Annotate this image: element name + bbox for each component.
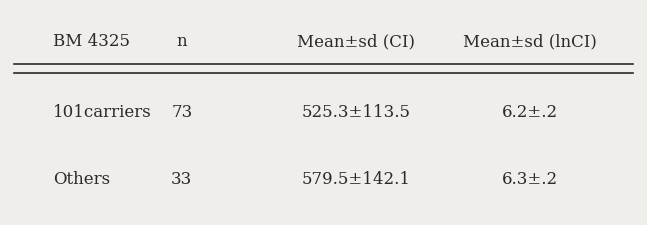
Text: Others: Others [53,171,110,188]
Text: Mean±sd (CI): Mean±sd (CI) [297,33,415,50]
Text: 73: 73 [171,104,192,121]
Text: 33: 33 [171,171,192,188]
Text: 101carriers: 101carriers [53,104,151,121]
Text: n: n [177,33,187,50]
Text: 6.2±.2: 6.2±.2 [501,104,558,121]
Text: 6.3±.2: 6.3±.2 [501,171,558,188]
Text: 525.3±113.5: 525.3±113.5 [302,104,410,121]
Text: Mean±sd (lnCI): Mean±sd (lnCI) [463,33,597,50]
Text: BM 4325: BM 4325 [53,33,130,50]
Text: 579.5±142.1: 579.5±142.1 [302,171,410,188]
